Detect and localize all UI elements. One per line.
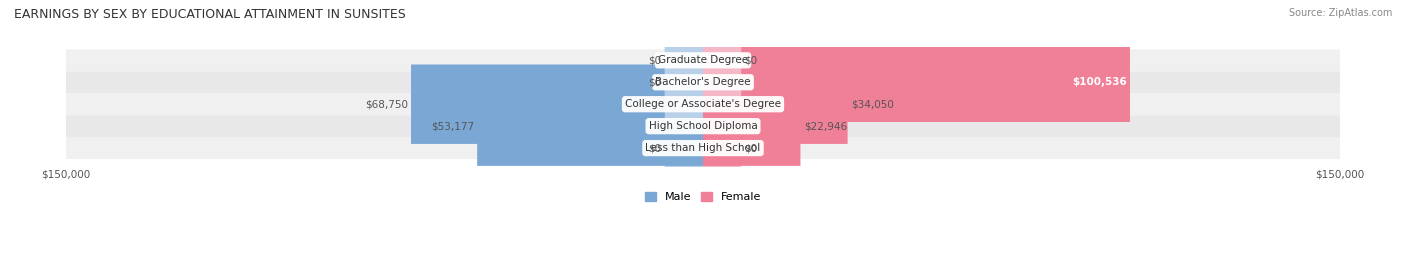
FancyBboxPatch shape: [66, 115, 1340, 137]
Text: Graduate Degree: Graduate Degree: [658, 55, 748, 65]
Text: $22,946: $22,946: [804, 121, 846, 131]
Text: EARNINGS BY SEX BY EDUCATIONAL ATTAINMENT IN SUNSITES: EARNINGS BY SEX BY EDUCATIONAL ATTAINMEN…: [14, 8, 406, 21]
FancyBboxPatch shape: [703, 43, 1130, 122]
FancyBboxPatch shape: [66, 137, 1340, 159]
Legend: Male, Female: Male, Female: [641, 188, 765, 207]
FancyBboxPatch shape: [477, 87, 703, 166]
FancyBboxPatch shape: [665, 108, 703, 188]
FancyBboxPatch shape: [703, 21, 741, 100]
Text: $0: $0: [648, 55, 662, 65]
Text: Bachelor's Degree: Bachelor's Degree: [655, 77, 751, 87]
Text: $34,050: $34,050: [851, 99, 894, 109]
FancyBboxPatch shape: [665, 21, 703, 100]
FancyBboxPatch shape: [703, 87, 800, 166]
Text: $100,536: $100,536: [1071, 77, 1126, 87]
Text: $0: $0: [648, 143, 662, 153]
FancyBboxPatch shape: [703, 65, 848, 144]
FancyBboxPatch shape: [66, 71, 1340, 93]
Text: $0: $0: [744, 143, 758, 153]
Text: High School Diploma: High School Diploma: [648, 121, 758, 131]
Text: $0: $0: [648, 77, 662, 87]
Text: Less than High School: Less than High School: [645, 143, 761, 153]
Text: Source: ZipAtlas.com: Source: ZipAtlas.com: [1288, 8, 1392, 18]
FancyBboxPatch shape: [411, 65, 703, 144]
FancyBboxPatch shape: [703, 108, 741, 188]
Text: $68,750: $68,750: [364, 99, 408, 109]
FancyBboxPatch shape: [665, 43, 703, 122]
Text: College or Associate's Degree: College or Associate's Degree: [626, 99, 780, 109]
Text: $0: $0: [744, 55, 758, 65]
FancyBboxPatch shape: [66, 93, 1340, 115]
Text: $53,177: $53,177: [430, 121, 474, 131]
FancyBboxPatch shape: [66, 49, 1340, 71]
